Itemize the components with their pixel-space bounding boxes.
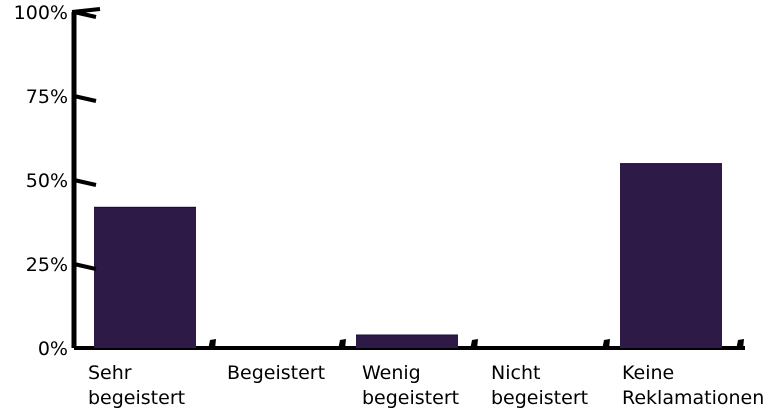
x-category-label: begeistert [88,387,185,409]
y-tick-label: 0% [38,338,68,360]
y-tick-label: 100% [14,2,68,24]
x-category-separator [470,339,478,350]
bar [620,163,722,348]
y-axis-ticks: 0% 25% 50% 75% 100% [14,2,97,360]
bar [356,334,458,348]
chart-bars [94,163,722,348]
x-category-label: Keine [622,362,674,384]
x-category-label: begeistert [362,387,459,409]
x-category-label: begeistert [491,387,588,409]
x-category-separator [736,339,744,350]
x-category-separator [338,339,346,350]
y-tick-label: 25% [26,254,68,276]
x-category-label: Nicht [491,362,540,384]
y-tick-label: 50% [26,170,68,192]
y-tick-label: 75% [26,86,68,108]
x-category-label: Wenig [362,362,421,384]
x-category-separator [208,339,216,350]
bar [94,206,196,348]
x-category-label: Reklamationen [622,387,764,409]
x-category-label: Begeistert [227,362,325,384]
y-tick-mark [73,262,97,271]
x-axis-labels: Sehr begeistert Begeistert Wenig begeistert N… [88,362,764,409]
x-category-label: Sehr [88,362,132,384]
y-tick-mark [73,94,97,103]
y-tick-mark [73,10,97,19]
x-category-separator [602,339,610,350]
y-tick-mark [73,178,97,187]
